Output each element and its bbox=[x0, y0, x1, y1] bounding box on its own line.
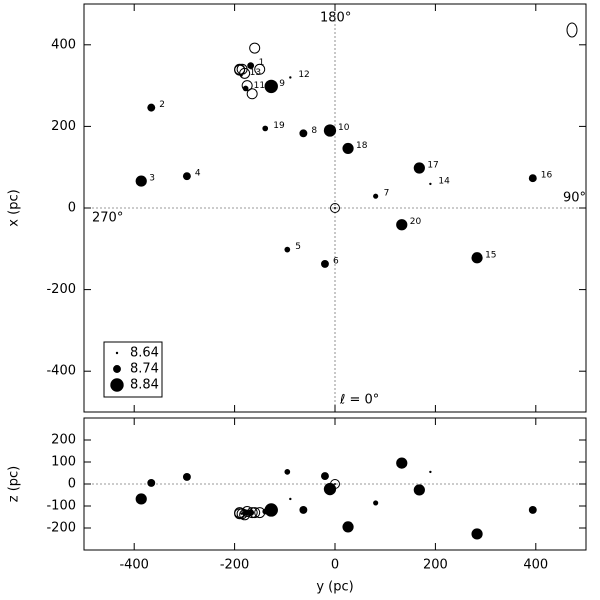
point-label: 7 bbox=[384, 189, 390, 199]
star-point bbox=[247, 62, 255, 70]
legend-box bbox=[103, 341, 163, 398]
legend-label: 8.84 bbox=[130, 378, 159, 393]
point-label: 16 bbox=[541, 171, 553, 181]
point-label: 10 bbox=[338, 123, 350, 133]
star-point bbox=[147, 103, 156, 112]
x-tick-label: 400 bbox=[523, 558, 548, 573]
star-point bbox=[413, 484, 425, 496]
point-label: 14 bbox=[438, 176, 450, 186]
y-axis-label: x (pc) bbox=[7, 189, 22, 226]
point-label: 3 bbox=[149, 174, 155, 184]
point-label: 9 bbox=[279, 79, 285, 89]
legend-marker bbox=[115, 351, 119, 355]
star-point bbox=[471, 528, 483, 540]
sun-marker bbox=[330, 203, 340, 213]
annotation: ℓ = 0° bbox=[339, 393, 379, 408]
sun-dot bbox=[334, 207, 336, 209]
y-tick-label: 0 bbox=[68, 477, 76, 492]
star-point bbox=[135, 493, 147, 505]
star-point bbox=[342, 521, 354, 533]
star-point bbox=[323, 482, 337, 496]
y-tick-label: 400 bbox=[51, 37, 76, 52]
point-label: 17 bbox=[427, 161, 438, 171]
point-label: 4 bbox=[195, 169, 201, 179]
point-label: 1 bbox=[259, 58, 265, 68]
star-point bbox=[342, 142, 354, 155]
star-point bbox=[321, 259, 329, 268]
star-point bbox=[284, 246, 291, 253]
star-point bbox=[471, 252, 483, 264]
star-point bbox=[429, 182, 432, 186]
star-point bbox=[321, 472, 329, 481]
star-point bbox=[373, 193, 379, 199]
star-point bbox=[429, 470, 432, 474]
annotation: 180° bbox=[320, 11, 351, 26]
star-point bbox=[135, 175, 147, 187]
open-point bbox=[254, 63, 266, 75]
y-tick-label: -100 bbox=[46, 499, 76, 514]
y-axis-label: z (pc) bbox=[7, 466, 22, 503]
point-label: 6 bbox=[333, 256, 339, 266]
y-tick-label: -200 bbox=[46, 521, 76, 536]
star-point bbox=[264, 79, 278, 94]
y-tick-label: 200 bbox=[51, 119, 76, 134]
x-axis-label: y (pc) bbox=[316, 580, 353, 595]
point-label: 12 bbox=[298, 70, 309, 80]
point-label: 11 bbox=[254, 81, 265, 91]
x-tick-label: -400 bbox=[119, 558, 149, 573]
star-point bbox=[264, 503, 278, 517]
legend-label: 8.64 bbox=[130, 346, 159, 361]
legend-marker bbox=[113, 365, 121, 373]
annotation: 90° bbox=[563, 191, 586, 206]
star-point bbox=[289, 497, 292, 501]
point-label: 20 bbox=[410, 217, 422, 227]
open-point bbox=[246, 88, 258, 100]
y-tick-label: 0 bbox=[68, 201, 76, 216]
star-point bbox=[396, 219, 408, 231]
point-label: 19 bbox=[273, 121, 285, 131]
point-label: 13 bbox=[250, 68, 261, 78]
annotation: 270° bbox=[92, 211, 123, 226]
legend-label: 8.74 bbox=[130, 362, 159, 377]
y-tick-label: 100 bbox=[51, 455, 76, 470]
star-point bbox=[373, 500, 379, 506]
star-point bbox=[528, 506, 537, 514]
star-point bbox=[182, 172, 191, 181]
star-point bbox=[396, 457, 408, 469]
x-tick-label: 200 bbox=[423, 558, 448, 573]
star-point bbox=[147, 478, 156, 487]
open-point bbox=[254, 507, 266, 519]
star-point bbox=[289, 76, 292, 79]
y-tick-label: -200 bbox=[46, 282, 76, 297]
x-tick-label: -200 bbox=[220, 558, 250, 573]
open-point bbox=[234, 508, 246, 520]
point-label: 2 bbox=[159, 100, 165, 110]
star-point bbox=[323, 124, 337, 137]
point-label: 8 bbox=[311, 126, 317, 136]
star-point bbox=[299, 506, 308, 514]
sun-dot bbox=[334, 483, 336, 485]
sun-marker bbox=[330, 479, 340, 489]
x-tick-label: 0 bbox=[331, 558, 339, 573]
point-label: 5 bbox=[295, 242, 301, 252]
open-point bbox=[249, 42, 261, 54]
open-point bbox=[234, 63, 246, 75]
star-point bbox=[528, 174, 537, 183]
open-point bbox=[246, 507, 258, 519]
point-label: 15 bbox=[485, 250, 496, 260]
y-tick-label: 200 bbox=[51, 433, 76, 448]
star-point bbox=[262, 125, 269, 132]
star-point bbox=[182, 473, 191, 481]
open-point bbox=[241, 506, 253, 517]
point-label: 18 bbox=[356, 141, 368, 151]
star-point bbox=[284, 469, 291, 475]
y-tick-label: -400 bbox=[46, 364, 76, 379]
legend-marker bbox=[110, 378, 124, 392]
error-ellipse bbox=[566, 22, 578, 38]
star-point bbox=[299, 129, 308, 138]
open-point bbox=[241, 80, 253, 92]
open-point bbox=[239, 509, 251, 521]
star-point bbox=[413, 162, 425, 174]
